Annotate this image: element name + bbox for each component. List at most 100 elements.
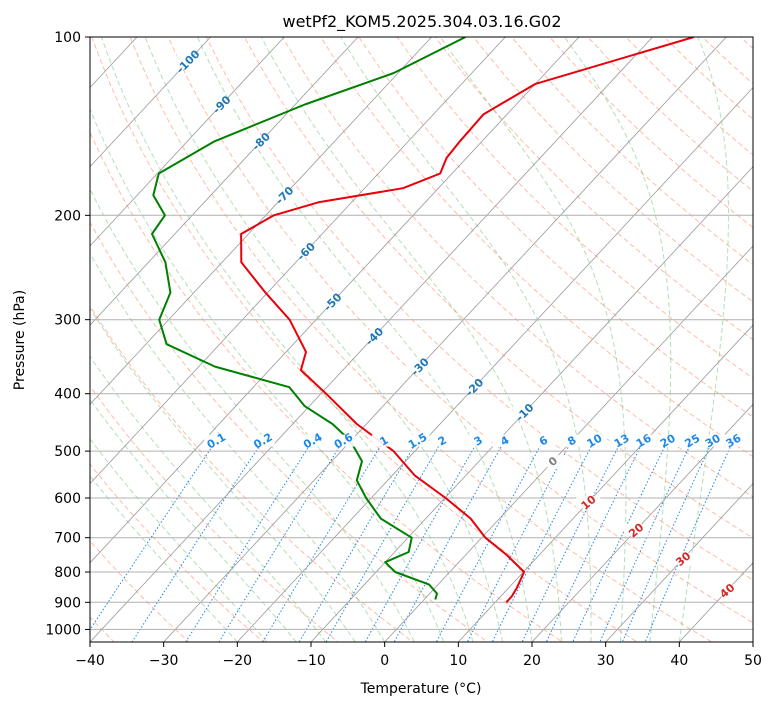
- mixing-ratio-label-bg: [492, 434, 517, 447]
- moist-adiabat: [197, 37, 533, 642]
- x-tick-label: −30: [149, 653, 179, 669]
- isotherm-line: [90, 37, 432, 405]
- x-tick-label: 50: [744, 653, 762, 669]
- plot-frame: [89, 36, 754, 643]
- x-tick-label: −20: [223, 653, 253, 669]
- isotherm-label-bg: [512, 406, 537, 419]
- x-axis-ticks: −40 −30 −20 −10 0 10 20 30 40 50: [75, 642, 762, 669]
- y-tick-label: 500: [54, 444, 81, 460]
- mixing-ratio-label-bg: [371, 434, 396, 447]
- y-tick-label: 100: [54, 30, 81, 46]
- moist-adiabat-label-bg: [576, 496, 601, 509]
- moist-adiabat-label-bg: [715, 584, 740, 597]
- mixing-ratio-line: [599, 440, 693, 642]
- isotherm-line: [90, 37, 285, 247]
- dry-adiabat: [473, 37, 753, 303]
- mixing-ratio-label-bg: [430, 434, 455, 447]
- mixing-ratio-label-bg: [655, 434, 680, 447]
- mixing-ratio-line: [521, 440, 622, 642]
- dry-adiabat: [244, 37, 753, 539]
- background-lines: [90, 37, 753, 642]
- mixing-ratio-line: [435, 440, 544, 642]
- mixing-ratio-line: [298, 440, 418, 642]
- isotherm-label-bg: [362, 330, 387, 343]
- temperature-line: [240, 37, 695, 603]
- y-axis-ticks: 100 200 300 400 500 600 700 800 900 1000: [45, 30, 90, 638]
- isotherm-line: [531, 403, 753, 642]
- mixing-ratio-line: [185, 440, 314, 642]
- moist-adiabat-label-bg: [624, 524, 648, 537]
- x-tick-label: 30: [597, 653, 615, 669]
- mixing-ratio-label-bg: [700, 434, 725, 447]
- dry-adiabat: [320, 37, 753, 458]
- x-tick-label: −40: [75, 653, 105, 669]
- mixing-ratio-label-bg: [331, 434, 356, 447]
- isotherm-label-bg: [272, 189, 297, 202]
- mixing-ratio-line: [393, 440, 506, 642]
- mixing-ratio-label-bg: [250, 434, 275, 447]
- isotherm-line: [458, 324, 753, 642]
- y-tick-label: 900: [54, 595, 81, 611]
- isotherm-line: [90, 37, 580, 564]
- moist-adiabat: [90, 475, 238, 642]
- y-tick-label: 600: [54, 491, 81, 507]
- y-tick-label: 800: [54, 565, 81, 581]
- y-tick-label: 300: [54, 313, 81, 329]
- x-axis-label: Temperature (°C): [360, 681, 482, 697]
- dry-adiabat: [129, 37, 713, 642]
- mixing-ratio-label-bg: [204, 434, 229, 447]
- isotherm-label-bg: [407, 360, 432, 373]
- isotherm-label-bg: [249, 135, 273, 148]
- mixing-ratio-line: [325, 440, 443, 642]
- mixing-ratio-line: [491, 440, 595, 642]
- dry-adiabat: [358, 37, 753, 418]
- mixing-ratio-label-bg: [631, 434, 656, 447]
- moist-adiabat: [678, 37, 729, 642]
- isotherm-label-bg: [320, 295, 345, 308]
- dewpoint-line: [151, 37, 466, 600]
- mixing-ratio-label-bg: [559, 434, 584, 447]
- moist-adiabat: [144, 37, 503, 642]
- mixing-ratio-line: [90, 440, 217, 631]
- isotherm-label-bg: [175, 55, 200, 68]
- moist-adiabat: [90, 252, 386, 642]
- mixing-ratio-line: [572, 440, 669, 642]
- x-tick-label: 0: [380, 653, 389, 669]
- moist-adiabat: [439, 37, 627, 642]
- x-tick-label: −10: [296, 653, 326, 669]
- y-tick-label: 400: [54, 387, 81, 403]
- dry-adiabat: [90, 463, 265, 642]
- profile-lines: [151, 37, 695, 603]
- moist-adiabat: [340, 37, 592, 642]
- mixing-ratio-label-bg: [300, 434, 325, 447]
- isotherm-line: [605, 483, 753, 642]
- isotherm-line: [237, 86, 753, 642]
- mixing-ratio-label-bg: [680, 434, 705, 447]
- isotherm-line: [163, 37, 727, 642]
- mixing-ratio-line: [262, 440, 385, 642]
- moist-adiabat: [101, 37, 474, 642]
- x-tick-label: 20: [523, 653, 541, 669]
- isotherm-label-bg: [294, 245, 318, 258]
- isotherm-line: [90, 37, 506, 485]
- isotherm-line: [384, 245, 753, 642]
- x-tick-label: 10: [449, 653, 467, 669]
- mixing-ratio-label-bg: [466, 434, 491, 447]
- y-axis-label: Pressure (hPa): [12, 290, 28, 390]
- moist-adiabat: [90, 438, 268, 642]
- mixing-ratio-line: [644, 440, 734, 642]
- moist-adiabat-label-bg: [540, 455, 565, 468]
- moist-adiabat: [260, 37, 562, 642]
- mixing-ratio-line: [364, 440, 479, 642]
- moist-adiabat: [90, 307, 356, 642]
- pressure-gridlines: [90, 37, 753, 630]
- mixing-ratio-label-bg: [405, 434, 430, 447]
- dry-adiabat: [91, 37, 638, 642]
- chart-title: wetPf2_KOM5.2025.304.03.16.G02: [282, 12, 561, 32]
- isotherm-line: [90, 37, 211, 168]
- moist-adiabat: [564, 37, 672, 642]
- mixing-ratio-line: [466, 440, 573, 642]
- moist-adiabat: [90, 355, 327, 642]
